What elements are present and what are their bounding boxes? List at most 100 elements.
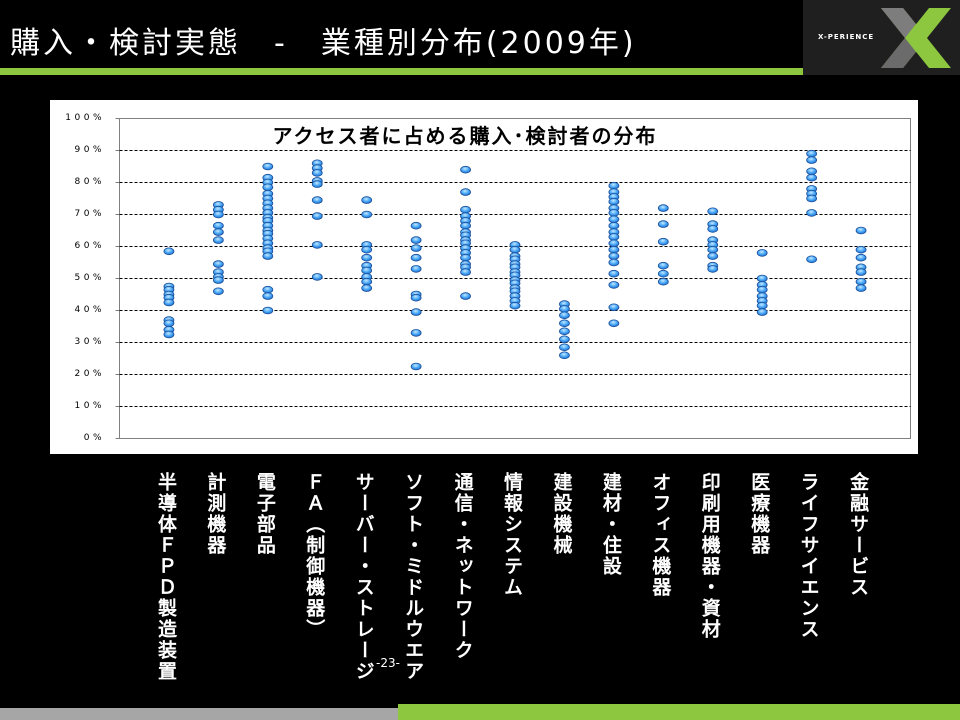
data-point <box>707 225 719 233</box>
data-point <box>262 183 274 192</box>
data-point <box>806 173 818 182</box>
category-label: 建材・住設 <box>599 472 622 577</box>
data-point <box>212 287 224 296</box>
data-point <box>460 253 471 262</box>
category-label: 情報システム <box>501 472 523 598</box>
data-point <box>756 274 768 283</box>
data-point <box>361 277 373 286</box>
data-point <box>361 196 373 204</box>
category-label: サーバー・ストレージ <box>352 472 375 682</box>
data-point <box>361 284 373 292</box>
data-point <box>361 266 373 275</box>
data-point <box>410 265 422 273</box>
data-point <box>806 167 818 176</box>
data-point <box>608 269 620 278</box>
y-axis-label: 70% <box>74 209 105 219</box>
data-point <box>657 277 669 286</box>
data-point <box>559 305 570 313</box>
data-point <box>657 269 669 278</box>
data-point <box>806 194 818 203</box>
y-axis-label: 90% <box>74 145 105 155</box>
category-label: 医療機器 <box>748 472 771 556</box>
data-point <box>410 308 422 316</box>
data-point <box>608 215 620 224</box>
data-point <box>806 209 818 217</box>
data-point <box>410 253 422 262</box>
data-point <box>855 245 867 254</box>
logo: X-PERIENCE <box>803 0 960 75</box>
page-title: 購入・検討実態 - 業種別分布(2009年) <box>10 26 637 61</box>
data-point <box>855 284 867 292</box>
data-point <box>657 261 669 270</box>
data-point <box>460 188 471 196</box>
data-point <box>806 149 818 158</box>
data-point <box>311 196 323 204</box>
data-points <box>163 149 867 371</box>
category-label: ソフト・ミドルウエア <box>402 472 425 682</box>
data-point <box>657 237 669 246</box>
data-point <box>262 162 274 171</box>
y-axis-label: 100% <box>65 113 105 123</box>
data-point <box>608 181 620 190</box>
chart-panel: 0% 10% 20% 30% 40% 50% 60% 70% 80% 90% 1… <box>50 100 918 454</box>
data-point <box>212 276 224 284</box>
title-underline <box>0 68 803 75</box>
data-point <box>657 220 669 228</box>
data-point <box>707 245 719 254</box>
data-point <box>212 260 224 268</box>
y-axis-label: 0% <box>83 433 105 443</box>
y-axis-label: 30% <box>74 337 105 347</box>
data-point <box>855 253 867 262</box>
data-point <box>460 221 471 230</box>
logo-text: X-PERIENCE <box>818 33 875 41</box>
data-point <box>410 244 422 252</box>
data-point <box>460 268 471 276</box>
data-point <box>756 249 768 257</box>
category-label: 半導体ＦＰＤ製造装置 <box>154 472 177 682</box>
data-point <box>262 285 274 294</box>
data-point <box>559 335 570 344</box>
y-axis-label: 80% <box>74 177 105 187</box>
data-point <box>608 252 620 260</box>
data-point <box>163 319 175 328</box>
data-point <box>756 308 768 316</box>
page-number: -23- <box>376 656 400 670</box>
data-point <box>262 292 274 300</box>
y-axis-label: 20% <box>74 369 105 379</box>
data-point <box>608 281 620 289</box>
y-axis-label: 10% <box>74 401 105 411</box>
category-label: ライフサイエンス <box>797 472 820 640</box>
data-point <box>559 319 570 328</box>
data-point <box>608 197 620 206</box>
data-point <box>460 165 471 174</box>
y-axis-label: 60% <box>74 241 105 251</box>
data-point <box>311 212 323 220</box>
category-label: 金融サービス <box>847 472 870 598</box>
data-point <box>608 258 620 267</box>
data-point <box>559 311 570 320</box>
data-point <box>460 205 471 214</box>
x-logo-icon <box>881 8 951 68</box>
data-point <box>608 245 620 254</box>
data-point <box>311 241 323 249</box>
data-point <box>212 236 224 244</box>
data-point <box>608 209 620 217</box>
y-axis-label: 40% <box>74 305 105 315</box>
category-label: 印刷用機器・資材 <box>698 472 721 640</box>
data-point <box>262 306 274 315</box>
data-point <box>855 226 867 235</box>
footer-bar-gray <box>0 708 398 720</box>
data-point <box>707 252 719 260</box>
category-label: オフィス機器 <box>649 472 672 598</box>
data-point <box>559 343 570 352</box>
data-point <box>163 330 175 339</box>
category-label: ＦＡ（制御機器） <box>303 472 326 640</box>
y-axis-label: 50% <box>74 273 105 283</box>
data-point <box>460 292 471 300</box>
category-label: 電子部品 <box>253 472 276 556</box>
data-point <box>410 236 422 244</box>
data-point <box>212 221 224 230</box>
data-point <box>756 301 768 310</box>
data-point <box>311 273 323 281</box>
